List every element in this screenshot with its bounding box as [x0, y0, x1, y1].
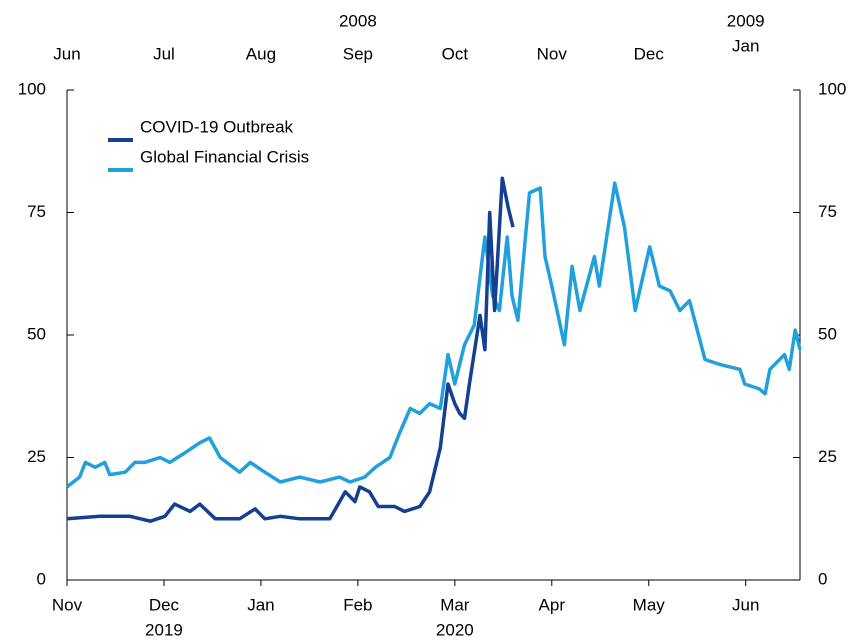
x-tick-label: Dec — [149, 595, 180, 614]
x-tick-label: Feb — [343, 595, 372, 614]
x-tick-label: Jan — [247, 595, 274, 614]
y2-tick-label: 0 — [818, 569, 827, 588]
x2-tick-label: Nov — [537, 44, 568, 63]
y-tick-label: 0 — [37, 569, 46, 588]
y2-tick-label: 100 — [818, 79, 846, 98]
legend-label: COVID-19 Outbreak — [140, 117, 294, 136]
x2-tick-label: Dec — [634, 44, 665, 63]
x2-year-label: 2008 — [339, 11, 377, 30]
x2-year-label: 2009 — [727, 11, 765, 30]
legend-label: Global Financial Crisis — [140, 147, 309, 166]
y2-tick-label: 75 — [818, 202, 837, 221]
x-tick-label: Nov — [52, 595, 83, 614]
x-tick-label: Mar — [440, 595, 470, 614]
x-year-label: 2020 — [436, 620, 474, 639]
y-tick-label: 75 — [27, 202, 46, 221]
x-year-label: 2019 — [145, 620, 183, 639]
series-line — [65, 181, 802, 489]
x-tick-label: Apr — [539, 595, 566, 614]
y2-tick-label: 50 — [818, 324, 837, 343]
y-tick-label: 100 — [18, 79, 46, 98]
x2-tick-label: Aug — [246, 44, 276, 63]
y2-tick-label: 25 — [818, 447, 837, 466]
x-tick-label: May — [633, 595, 666, 614]
y-tick-label: 25 — [27, 447, 46, 466]
x2-tick-label: Jul — [153, 44, 175, 63]
x2-tick-label: Oct — [442, 44, 469, 63]
x2-tick-label: Sep — [343, 44, 373, 63]
x2-tick-label: Jan — [732, 36, 759, 55]
x2-tick-label: Jun — [53, 44, 80, 63]
x-tick-label: Jun — [732, 595, 759, 614]
series-line — [66, 176, 515, 523]
y-tick-label: 50 — [27, 324, 46, 343]
